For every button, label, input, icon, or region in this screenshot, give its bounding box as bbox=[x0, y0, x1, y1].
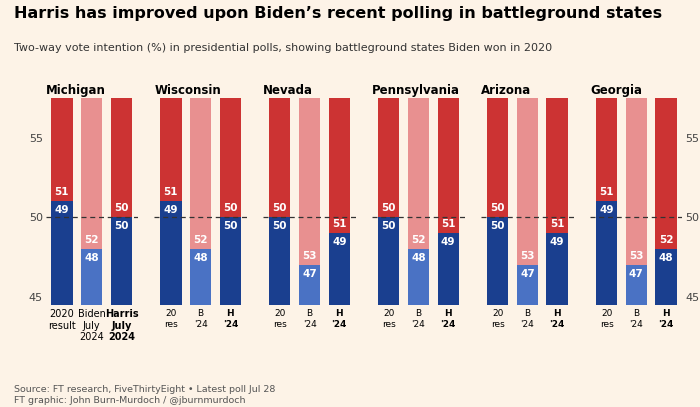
Text: 49: 49 bbox=[550, 237, 564, 247]
Text: Arizona: Arizona bbox=[481, 83, 531, 96]
Bar bbox=[190, 249, 211, 305]
Text: 20
res: 20 res bbox=[600, 309, 613, 328]
Text: 49: 49 bbox=[332, 237, 346, 247]
Bar bbox=[111, 98, 132, 217]
Text: 49: 49 bbox=[441, 237, 456, 247]
Text: B
'24: B '24 bbox=[302, 309, 316, 328]
Bar bbox=[517, 265, 538, 305]
Bar bbox=[655, 249, 677, 305]
Bar bbox=[220, 98, 241, 217]
Text: Source: FT research, FiveThirtyEight • Latest poll Jul 28
FT graphic: John Burn-: Source: FT research, FiveThirtyEight • L… bbox=[14, 385, 275, 407]
Text: Wisconsin: Wisconsin bbox=[155, 83, 221, 96]
Bar bbox=[407, 249, 429, 305]
Bar bbox=[438, 98, 459, 233]
Text: 50: 50 bbox=[382, 204, 396, 213]
Text: B
'24: B '24 bbox=[629, 309, 643, 328]
Bar bbox=[407, 98, 429, 249]
Bar bbox=[378, 98, 400, 217]
Text: 50: 50 bbox=[223, 204, 237, 213]
Text: H
'24: H '24 bbox=[440, 309, 456, 328]
Text: 50: 50 bbox=[272, 221, 287, 232]
Bar bbox=[160, 201, 181, 305]
Text: B
'24: B '24 bbox=[412, 309, 426, 328]
Bar bbox=[487, 98, 508, 217]
Bar bbox=[328, 233, 350, 305]
Text: Georgia: Georgia bbox=[590, 83, 642, 96]
Bar bbox=[378, 217, 400, 305]
Text: B
'24: B '24 bbox=[194, 309, 207, 328]
Bar bbox=[51, 98, 73, 201]
Text: Nevada: Nevada bbox=[263, 83, 314, 96]
Text: 20
res: 20 res bbox=[273, 309, 286, 328]
Text: 52: 52 bbox=[411, 235, 426, 245]
Text: 20
res: 20 res bbox=[382, 309, 395, 328]
Text: Two-way vote intention (%) in presidential polls, showing battleground states Bi: Two-way vote intention (%) in presidenti… bbox=[14, 43, 552, 53]
Text: 2020
result: 2020 result bbox=[48, 309, 76, 331]
Bar bbox=[547, 233, 568, 305]
Text: H
'24: H '24 bbox=[659, 309, 674, 328]
Text: 50: 50 bbox=[114, 221, 129, 232]
Text: 51: 51 bbox=[599, 188, 614, 197]
Text: 50: 50 bbox=[491, 204, 505, 213]
Bar bbox=[596, 98, 617, 201]
Bar bbox=[626, 98, 647, 265]
Text: Pennsylvania: Pennsylvania bbox=[372, 83, 461, 96]
Text: 47: 47 bbox=[520, 269, 535, 279]
Bar bbox=[328, 98, 350, 233]
Text: 51: 51 bbox=[332, 219, 346, 230]
Text: 52: 52 bbox=[193, 235, 208, 245]
Text: 47: 47 bbox=[302, 269, 317, 279]
Text: 51: 51 bbox=[164, 188, 178, 197]
Text: 50: 50 bbox=[223, 221, 237, 232]
Text: 48: 48 bbox=[659, 253, 673, 263]
Text: 49: 49 bbox=[599, 206, 614, 215]
Text: 51: 51 bbox=[441, 219, 456, 230]
Text: 50: 50 bbox=[382, 221, 396, 232]
Text: Michigan: Michigan bbox=[46, 83, 106, 96]
Text: Biden
July
2024: Biden July 2024 bbox=[78, 309, 106, 342]
Text: 50: 50 bbox=[114, 204, 129, 213]
Text: 53: 53 bbox=[629, 252, 643, 261]
Text: H
'24: H '24 bbox=[550, 309, 565, 328]
Bar bbox=[517, 98, 538, 265]
Text: H
'24: H '24 bbox=[223, 309, 238, 328]
Text: Harris has improved upon Biden’s recent polling in battleground states: Harris has improved upon Biden’s recent … bbox=[14, 6, 662, 21]
Bar bbox=[547, 98, 568, 233]
Text: 50: 50 bbox=[491, 221, 505, 232]
Bar bbox=[81, 249, 102, 305]
Text: 52: 52 bbox=[85, 235, 99, 245]
Bar bbox=[299, 265, 321, 305]
Bar bbox=[220, 217, 241, 305]
Bar bbox=[299, 98, 321, 265]
Bar bbox=[269, 98, 290, 217]
Bar bbox=[626, 265, 647, 305]
Text: 53: 53 bbox=[520, 252, 535, 261]
Bar bbox=[269, 217, 290, 305]
Text: 20
res: 20 res bbox=[491, 309, 505, 328]
Text: 50: 50 bbox=[272, 204, 287, 213]
Text: 48: 48 bbox=[411, 253, 426, 263]
Bar bbox=[596, 201, 617, 305]
Text: H
'24: H '24 bbox=[332, 309, 347, 328]
Text: 49: 49 bbox=[164, 206, 178, 215]
Bar bbox=[190, 98, 211, 249]
Text: 20
res: 20 res bbox=[164, 309, 178, 328]
Text: 48: 48 bbox=[193, 253, 208, 263]
Text: Harris
July
2024: Harris July 2024 bbox=[104, 309, 139, 342]
Text: 49: 49 bbox=[55, 206, 69, 215]
Text: 51: 51 bbox=[55, 188, 69, 197]
Bar bbox=[487, 217, 508, 305]
Text: 51: 51 bbox=[550, 219, 564, 230]
Text: 47: 47 bbox=[629, 269, 644, 279]
Bar bbox=[655, 98, 677, 249]
Bar bbox=[81, 98, 102, 249]
Text: 48: 48 bbox=[84, 253, 99, 263]
Bar bbox=[111, 217, 132, 305]
Text: B
'24: B '24 bbox=[521, 309, 534, 328]
Bar bbox=[438, 233, 459, 305]
Bar bbox=[160, 98, 181, 201]
Bar bbox=[51, 201, 73, 305]
Text: 52: 52 bbox=[659, 235, 673, 245]
Text: 53: 53 bbox=[302, 252, 317, 261]
